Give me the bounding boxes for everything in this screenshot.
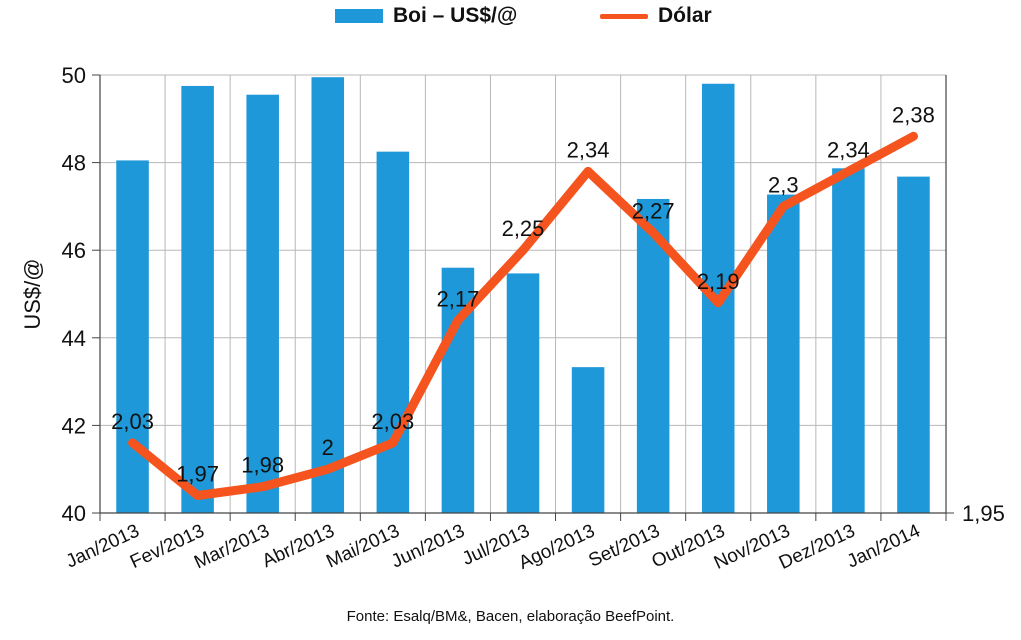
data-label: 2,19	[697, 269, 740, 294]
x-tick-label: Jan/2013	[63, 520, 143, 572]
data-label: 2,03	[111, 409, 154, 434]
y-right-tick-label: 1,95	[962, 501, 1005, 526]
data-labels: 2,03 1,97 1,98 2 2,03 2,17 2,25 2,34 2,27 2,19 2,3…	[111, 102, 935, 486]
x-tick-label: Mai/2013	[323, 520, 403, 572]
bar	[636, 198, 670, 514]
y-axis-label: US$/@	[20, 258, 45, 329]
y-tick-label: 48	[62, 151, 86, 176]
line-point	[847, 170, 850, 173]
line-point	[717, 301, 720, 304]
data-label: 2,03	[371, 409, 414, 434]
y-tick-label: 42	[62, 413, 86, 438]
data-label: 2,17	[437, 286, 480, 311]
data-label: 2,3	[768, 172, 799, 197]
legend-label-dolar: Dólar	[658, 4, 712, 27]
data-label: 2,34	[567, 137, 610, 162]
y-tick-label: 44	[62, 326, 86, 351]
legend-label-boi: Boi – US$/@	[393, 4, 518, 27]
x-tick-label: Set/2013	[585, 520, 663, 571]
bar	[767, 194, 800, 513]
line-point	[587, 170, 590, 173]
y-tick-label: 50	[62, 63, 86, 88]
line-point	[391, 441, 394, 444]
data-label: 2	[322, 435, 334, 460]
bar	[832, 168, 865, 513]
line-point	[652, 231, 655, 234]
data-label: 2,27	[632, 199, 675, 224]
legend: Boi – US$/@ Dólar	[0, 4, 1021, 34]
source-note: Fonte: Esalq/BM&, Bacen, elaboração Beef…	[346, 608, 675, 625]
axes	[92, 74, 954, 521]
legend-swatch-bar	[335, 9, 383, 23]
bar	[897, 176, 930, 513]
bar	[311, 77, 345, 513]
data-label: 2,25	[502, 216, 545, 241]
data-label: 1,98	[241, 453, 284, 478]
line-point	[456, 319, 459, 322]
x-tick-label: Jan/2014	[844, 520, 924, 572]
x-tick-label: Abr/2013	[259, 520, 338, 572]
line-series	[128, 131, 918, 500]
legend-swatch-line	[600, 13, 648, 19]
line-point	[196, 494, 199, 497]
line-point	[326, 468, 329, 471]
line-point	[912, 135, 915, 138]
y-tick-label: 46	[62, 238, 86, 263]
legend-item-dolar: Dólar	[600, 4, 712, 28]
bar	[116, 160, 149, 513]
bar	[376, 151, 410, 513]
bar	[181, 85, 214, 513]
bar	[571, 367, 605, 513]
data-label: 2,34	[827, 137, 870, 162]
bar-series	[116, 77, 930, 514]
line-point	[131, 441, 134, 444]
data-label: 1,97	[176, 461, 219, 486]
line-point	[782, 205, 785, 208]
bar	[246, 94, 279, 514]
x-tick-label: Jun/2013	[388, 520, 468, 572]
legend-item-boi: Boi – US$/@	[335, 4, 517, 28]
line-point	[522, 249, 524, 252]
x-tick-label: Mar/2013	[191, 520, 273, 573]
line-point	[261, 485, 264, 488]
grid-lines	[99, 74, 947, 514]
x-tick-label: Dez/2013	[776, 520, 859, 573]
bar	[506, 273, 540, 513]
data-label: 2,38	[892, 102, 935, 127]
y-tick-label: 40	[62, 501, 86, 526]
